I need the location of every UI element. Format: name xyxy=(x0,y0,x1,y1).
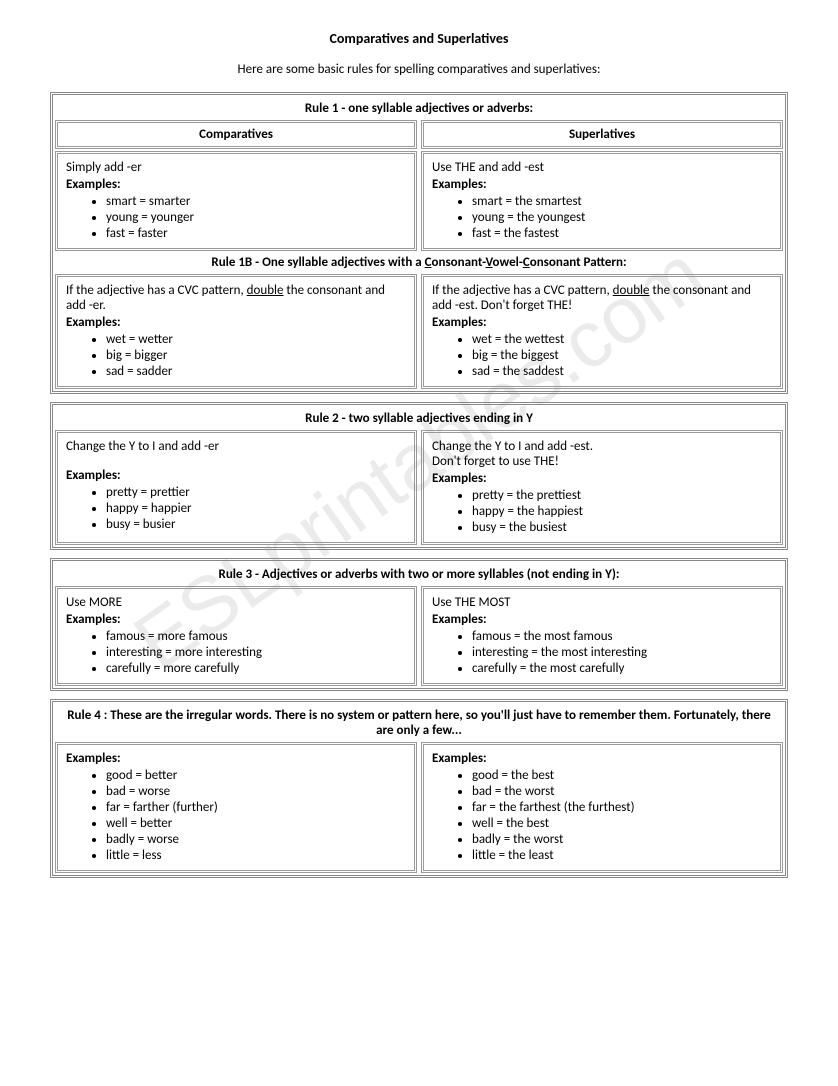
list-item: bad = worse xyxy=(106,784,406,799)
rule-1b-right-instruction: If the adjective has a CVC pattern, doub… xyxy=(432,283,772,313)
rule-3-right-instruction: Use THE MOST xyxy=(432,595,772,610)
rule-1-left-list: smart = smarter young = younger fast = f… xyxy=(66,194,406,241)
rule-3-right-col: Use THE MOST Examples: famous = the most… xyxy=(421,586,783,686)
list-item: badly = worse xyxy=(106,832,406,847)
rule-3-right-list: famous = the most famous interesting = t… xyxy=(432,629,772,676)
list-item: smart = the smartest xyxy=(472,194,772,209)
list-item: wet = the wettest xyxy=(472,332,772,347)
rule-4-block: Rule 4 : These are the irregular words. … xyxy=(50,699,788,878)
list-item: smart = smarter xyxy=(106,194,406,209)
rule-1b-right-list: wet = the wettest big = the biggest sad … xyxy=(432,332,772,379)
rule-2-title: Rule 2 - two syllable adjectives ending … xyxy=(55,407,783,430)
list-item: far = farther (further) xyxy=(106,800,406,815)
list-item: carefully = the most carefully xyxy=(472,661,772,676)
rule-4-right-list: good = the best bad = the worst far = th… xyxy=(432,768,772,863)
list-item: well = the best xyxy=(472,816,772,831)
examples-label: Examples: xyxy=(432,751,772,766)
list-item: famous = the most famous xyxy=(472,629,772,644)
rule-3-block: Rule 3 - Adjectives or adverbs with two … xyxy=(50,558,788,691)
list-item: far = the farthest (the furthest) xyxy=(472,800,772,815)
list-item: young = younger xyxy=(106,210,406,225)
rule-2-left-list: pretty = prettier happy = happier busy =… xyxy=(66,485,406,532)
list-item: busy = the busiest xyxy=(472,520,772,535)
intro-text: Here are some basic rules for spelling c… xyxy=(50,62,788,77)
rule-4-left-col: Examples: good = better bad = worse far … xyxy=(55,742,417,873)
rule-1b-right-col: If the adjective has a CVC pattern, doub… xyxy=(421,274,783,389)
examples-label: Examples: xyxy=(66,751,406,766)
examples-label: Examples: xyxy=(66,315,406,330)
list-item: pretty = prettier xyxy=(106,485,406,500)
page-title: Comparatives and Superlatives xyxy=(50,30,788,47)
examples-label: Examples: xyxy=(66,612,406,627)
rule-1b-left-instruction: If the adjective has a CVC pattern, doub… xyxy=(66,283,406,313)
rule-1b-left-list: wet = wetter big = bigger sad = sadder xyxy=(66,332,406,379)
rule-1b-title: Rule 1B - One syllable adjectives with a… xyxy=(55,251,783,274)
page-content: Comparatives and Superlatives Here are s… xyxy=(50,30,788,878)
rule-3-left-instruction: Use MORE xyxy=(66,595,406,610)
examples-label: Examples: xyxy=(432,471,772,486)
list-item: well = better xyxy=(106,816,406,831)
rule-1-right-col: Use THE and add -est Examples: smart = t… xyxy=(421,151,783,251)
rule-1-right-list: smart = the smartest young = the younges… xyxy=(432,194,772,241)
rule-1b-left-col: If the adjective has a CVC pattern, doub… xyxy=(55,274,417,389)
rule-3-title: Rule 3 - Adjectives or adverbs with two … xyxy=(55,563,783,586)
rule-2-right-col: Change the Y to I and add -est. Don't fo… xyxy=(421,430,783,545)
list-item: busy = busier xyxy=(106,517,406,532)
examples-label: Examples: xyxy=(432,612,772,627)
list-item: big = the biggest xyxy=(472,348,772,363)
examples-label: Examples: xyxy=(432,177,772,192)
rule-2-left-instruction: Change the Y to I and add -er xyxy=(66,439,406,454)
list-item: little = the least xyxy=(472,848,772,863)
list-item: fast = the fastest xyxy=(472,226,772,241)
list-item: carefully = more carefully xyxy=(106,661,406,676)
examples-label: Examples: xyxy=(432,315,772,330)
list-item: little = less xyxy=(106,848,406,863)
list-item: happy = happier xyxy=(106,501,406,516)
list-item: badly = the worst xyxy=(472,832,772,847)
rule-2-right-instruction: Change the Y to I and add -est. Don't fo… xyxy=(432,439,772,469)
list-item: sad = sadder xyxy=(106,364,406,379)
rule-1-left-col: Simply add -er Examples: smart = smarter… xyxy=(55,151,417,251)
rule-3-left-list: famous = more famous interesting = more … xyxy=(66,629,406,676)
examples-label: Examples: xyxy=(66,468,406,483)
rule-1-right-instruction: Use THE and add -est xyxy=(432,160,772,175)
rule-4-title: Rule 4 : These are the irregular words. … xyxy=(55,704,783,742)
rule-4-right-col: Examples: good = the best bad = the wors… xyxy=(421,742,783,873)
list-item: wet = wetter xyxy=(106,332,406,347)
rule-4-left-list: good = better bad = worse far = farther … xyxy=(66,768,406,863)
list-item: fast = faster xyxy=(106,226,406,241)
list-item: pretty = the prettiest xyxy=(472,488,772,503)
list-item: good = the best xyxy=(472,768,772,783)
list-item: sad = the saddest xyxy=(472,364,772,379)
rule-1-title: Rule 1 - one syllable adjectives or adve… xyxy=(55,97,783,120)
rule-2-left-col: Change the Y to I and add -er Examples: … xyxy=(55,430,417,545)
list-item: interesting = more interesting xyxy=(106,645,406,660)
list-item: bad = the worst xyxy=(472,784,772,799)
rule-1-block: Rule 1 - one syllable adjectives or adve… xyxy=(50,92,788,394)
rule-2-block: Rule 2 - two syllable adjectives ending … xyxy=(50,402,788,550)
list-item: famous = more famous xyxy=(106,629,406,644)
rule-1-header-superlatives: Superlatives xyxy=(421,120,783,149)
list-item: interesting = the most interesting xyxy=(472,645,772,660)
list-item: good = better xyxy=(106,768,406,783)
examples-label: Examples: xyxy=(66,177,406,192)
list-item: happy = the happiest xyxy=(472,504,772,519)
rule-1-header-comparatives: Comparatives xyxy=(55,120,417,149)
rule-3-left-col: Use MORE Examples: famous = more famous … xyxy=(55,586,417,686)
rule-1-left-instruction: Simply add -er xyxy=(66,160,406,175)
list-item: big = bigger xyxy=(106,348,406,363)
rule-2-right-list: pretty = the prettiest happy = the happi… xyxy=(432,488,772,535)
list-item: young = the youngest xyxy=(472,210,772,225)
